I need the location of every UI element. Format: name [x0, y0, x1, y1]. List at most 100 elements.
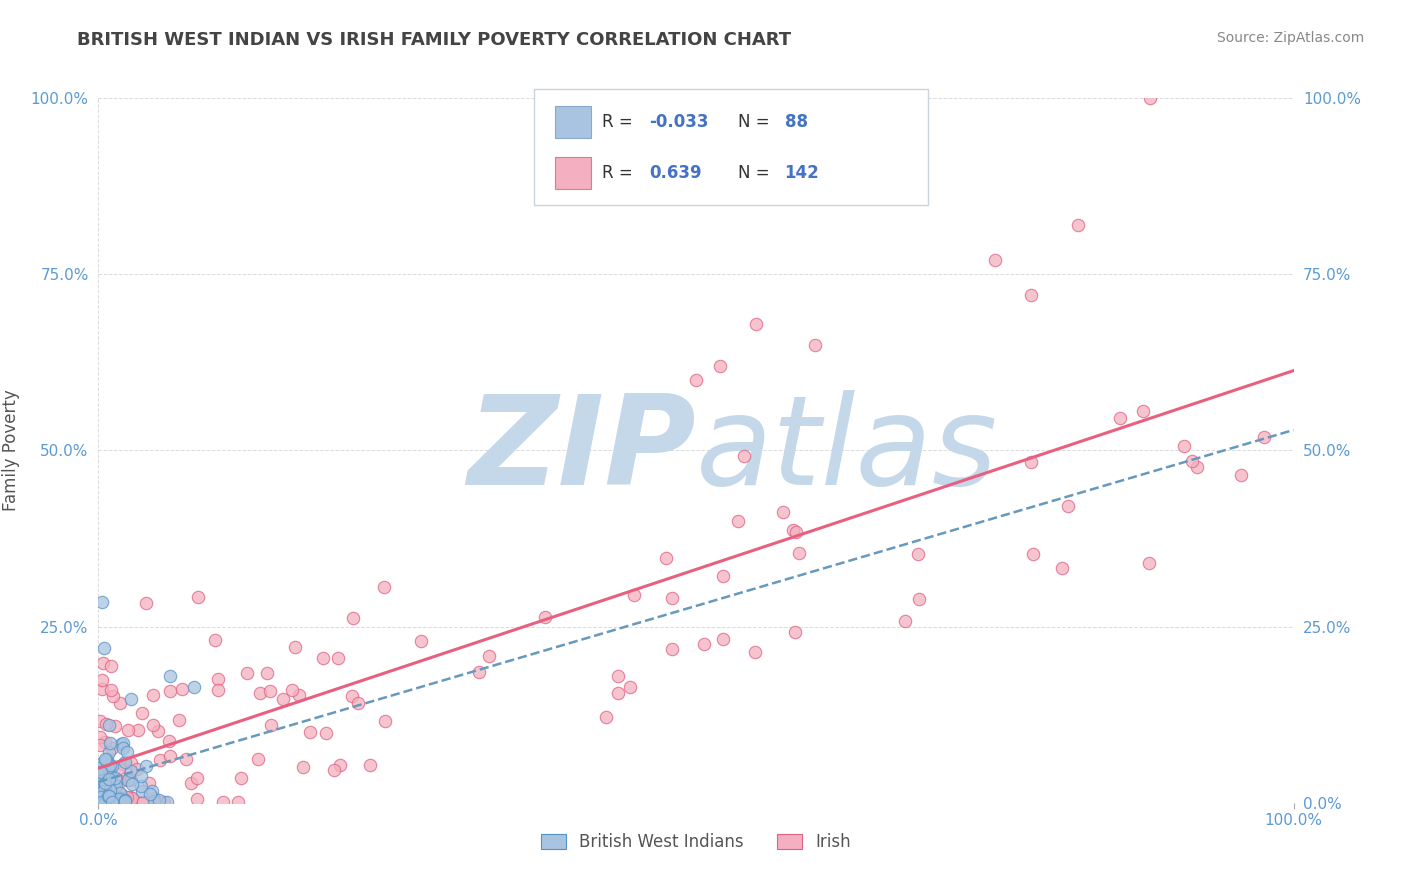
Point	[101, 795, 124, 809]
Point	[142, 718, 165, 732]
Point	[94, 780, 117, 794]
Point	[112, 736, 135, 750]
Point	[187, 590, 209, 604]
Point	[121, 790, 143, 805]
Point	[149, 753, 172, 767]
Point	[110, 791, 132, 805]
Point	[101, 788, 124, 802]
Point	[98, 717, 121, 731]
Point	[93, 656, 115, 670]
Point	[298, 724, 321, 739]
Point	[1173, 439, 1195, 453]
Point	[346, 697, 368, 711]
Point	[91, 782, 114, 797]
Point	[90, 764, 112, 779]
Text: R =: R =	[602, 164, 638, 182]
Point	[87, 765, 110, 780]
Point	[141, 784, 163, 798]
Point	[96, 751, 118, 765]
Point	[146, 723, 169, 738]
Point	[342, 610, 364, 624]
Point	[91, 776, 114, 790]
Point	[236, 665, 259, 680]
Point	[97, 772, 120, 787]
Point	[91, 756, 114, 771]
Point	[114, 793, 136, 807]
Point	[96, 785, 118, 799]
Text: 142: 142	[785, 164, 820, 182]
Point	[90, 776, 112, 790]
Point	[89, 761, 111, 775]
Point	[120, 692, 142, 706]
Point	[101, 741, 124, 756]
Point	[101, 795, 124, 809]
Point	[96, 790, 118, 805]
Point	[292, 760, 315, 774]
Text: BRITISH WEST INDIAN VS IRISH FAMILY POVERTY CORRELATION CHART: BRITISH WEST INDIAN VS IRISH FAMILY POVE…	[77, 31, 792, 49]
Point	[121, 756, 143, 771]
Text: N =: N =	[738, 164, 775, 182]
Point	[1109, 411, 1132, 425]
Point	[685, 373, 707, 387]
Point	[91, 763, 114, 777]
Point	[894, 614, 917, 628]
Point	[1185, 459, 1208, 474]
Point	[98, 768, 121, 782]
Point	[1022, 547, 1045, 561]
Point	[93, 760, 115, 774]
Point	[180, 776, 202, 790]
Point	[157, 733, 180, 747]
Point	[89, 714, 111, 728]
Point	[1132, 404, 1154, 418]
Point	[229, 772, 252, 786]
Text: Source: ZipAtlas.com: Source: ZipAtlas.com	[1216, 31, 1364, 45]
Point	[91, 784, 114, 798]
Text: atlas: atlas	[696, 390, 998, 511]
Point	[772, 505, 794, 519]
Point	[100, 769, 122, 783]
Point	[183, 680, 205, 694]
Point	[174, 752, 197, 766]
Point	[100, 658, 122, 673]
Point	[1056, 499, 1078, 513]
Point	[118, 790, 141, 805]
Point	[328, 651, 350, 665]
Point	[1230, 467, 1253, 482]
Text: -0.033: -0.033	[650, 112, 709, 130]
Text: 88: 88	[785, 112, 807, 130]
Point	[89, 782, 111, 797]
Point	[1050, 561, 1073, 575]
Point	[98, 778, 121, 792]
Point	[247, 752, 270, 766]
Point	[120, 764, 142, 778]
Point	[98, 745, 121, 759]
Point	[94, 795, 117, 809]
Point	[89, 731, 111, 745]
Point	[606, 686, 628, 700]
Point	[108, 792, 131, 806]
Point	[108, 795, 131, 809]
Point	[93, 640, 115, 655]
Point	[104, 796, 127, 810]
Point	[121, 777, 143, 791]
Point	[87, 789, 110, 803]
Point	[96, 789, 118, 803]
Point	[100, 795, 122, 809]
Point	[148, 793, 170, 807]
Point	[89, 787, 111, 801]
Point	[132, 795, 155, 809]
Point	[138, 776, 160, 790]
Point	[132, 795, 155, 809]
Point	[373, 580, 395, 594]
Point	[127, 723, 149, 737]
Point	[135, 595, 157, 609]
Point	[117, 723, 139, 737]
Point	[98, 790, 121, 805]
Point	[139, 787, 162, 801]
Point	[159, 669, 181, 683]
Point	[709, 359, 731, 373]
Point	[111, 792, 134, 806]
Point	[127, 762, 149, 776]
Point	[110, 773, 132, 788]
Point	[89, 781, 111, 796]
